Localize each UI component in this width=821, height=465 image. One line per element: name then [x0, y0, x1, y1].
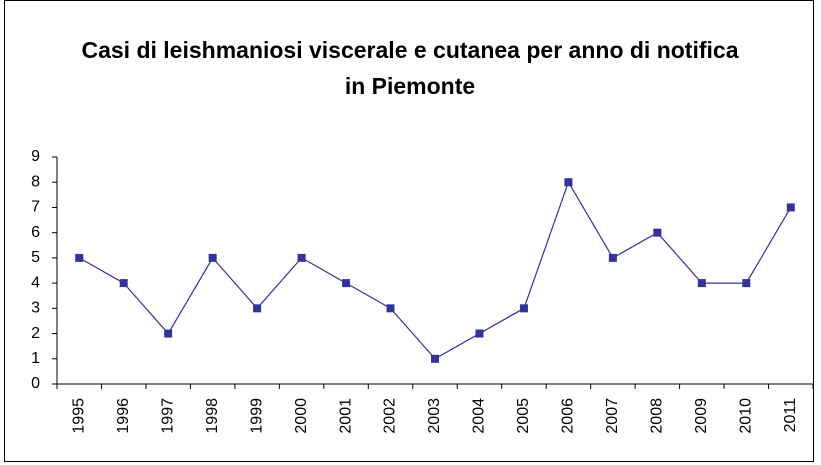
x-tick-label: 1996 [115, 398, 132, 434]
point [564, 178, 573, 187]
x-tick-label: 2007 [604, 398, 621, 434]
x-tick-label: 2005 [515, 398, 532, 434]
y-tick-label: 5 [31, 249, 40, 266]
x-tick-label: 2010 [738, 398, 755, 434]
y-tick-label: 0 [31, 375, 40, 392]
x-tick-label: 1999 [248, 398, 265, 434]
y-tick-label: 6 [31, 224, 40, 241]
x-tick-label: 2008 [649, 398, 666, 434]
x-tick-label: 1998 [204, 398, 221, 434]
point [742, 279, 751, 288]
point [342, 279, 351, 288]
point [653, 228, 662, 237]
x-tick-label: 2001 [337, 398, 354, 434]
point [608, 253, 617, 262]
point [475, 329, 484, 338]
point [786, 203, 795, 212]
chart-title: Casi di leishmaniosi viscerale e cutanea… [81, 37, 739, 99]
x-tick-label: 2000 [293, 398, 310, 434]
x-tick-label: 2004 [471, 398, 488, 434]
point [75, 253, 84, 262]
x-tick-label: 2009 [693, 398, 710, 434]
y-tick-label: 3 [31, 300, 40, 317]
point [253, 304, 262, 313]
point [119, 279, 128, 288]
y-tick-label: 9 [31, 148, 40, 165]
x-tick-label: 1997 [159, 398, 176, 434]
x-tick-label: 2002 [382, 398, 399, 434]
y-tick-label: 8 [31, 173, 40, 190]
chart-frame [4, 0, 814, 462]
point [697, 279, 706, 288]
point [208, 253, 217, 262]
y-tick-label: 7 [31, 199, 40, 216]
x-tick-label: 2006 [560, 398, 577, 434]
point [297, 253, 306, 262]
y-tick-label: 4 [31, 274, 40, 291]
x-tick-label: 2011 [782, 398, 799, 433]
y-tick-label: 1 [31, 350, 40, 367]
x-tick-label: 2003 [426, 398, 443, 434]
line [78, 180, 792, 360]
point [386, 304, 395, 313]
y-tick-label: 2 [31, 325, 40, 342]
x-tick-label: 1995 [70, 398, 87, 434]
point [164, 329, 173, 338]
point [431, 354, 439, 363]
point [519, 304, 528, 313]
